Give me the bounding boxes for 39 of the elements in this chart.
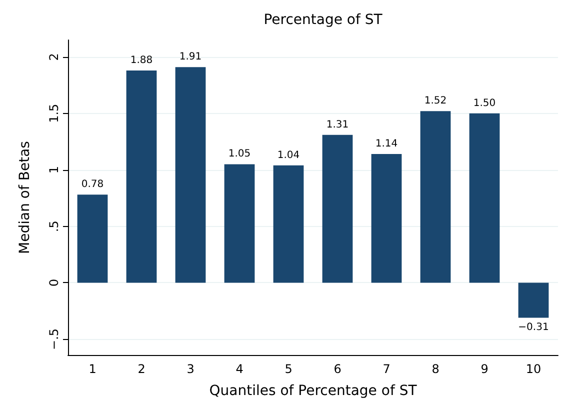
chart-title: Percentage of ST xyxy=(264,12,383,28)
y-tick-label: .5 xyxy=(47,220,61,232)
bar xyxy=(175,67,206,283)
data-label: 1.50 xyxy=(473,98,496,109)
x-tick-label: 7 xyxy=(382,362,390,376)
bar xyxy=(420,111,451,283)
x-tick-label: 8 xyxy=(432,362,440,376)
data-label: 1.31 xyxy=(326,119,349,130)
y-tick-label: 1 xyxy=(47,166,61,174)
data-label: 1.91 xyxy=(179,52,202,63)
data-label: 1.14 xyxy=(375,138,398,150)
data-label: 1.05 xyxy=(228,148,251,160)
data-label: 1.88 xyxy=(130,54,153,66)
x-tick-label: 6 xyxy=(334,362,342,376)
bar xyxy=(322,134,353,283)
bar xyxy=(224,164,255,283)
bar xyxy=(273,165,304,283)
y-tick-label: 1.5 xyxy=(47,104,61,123)
data-label: −0.31 xyxy=(518,322,549,334)
bar xyxy=(126,70,157,283)
bar xyxy=(518,282,549,318)
bar xyxy=(469,113,500,283)
y-axis-title: Median of Betas xyxy=(17,141,33,254)
y-tick-label: 2 xyxy=(47,53,61,61)
x-tick-label: 2 xyxy=(138,362,146,376)
x-tick-label: 5 xyxy=(284,362,292,376)
x-tick-label: 10 xyxy=(526,362,542,376)
data-label: 1.04 xyxy=(277,150,300,161)
x-tick-label: 1 xyxy=(88,362,96,376)
y-tick-label: −.5 xyxy=(47,328,61,350)
x-axis-title: Quantiles of Percentage of ST xyxy=(209,383,418,399)
x-tick-label: 9 xyxy=(480,362,488,376)
x-tick-label: 4 xyxy=(236,362,244,376)
x-tick-label: 3 xyxy=(186,362,194,376)
bar xyxy=(371,154,402,283)
y-tick-label: 0 xyxy=(47,278,61,287)
bar xyxy=(77,194,108,283)
data-label: 1.52 xyxy=(424,96,447,107)
data-label: 0.78 xyxy=(81,179,104,190)
